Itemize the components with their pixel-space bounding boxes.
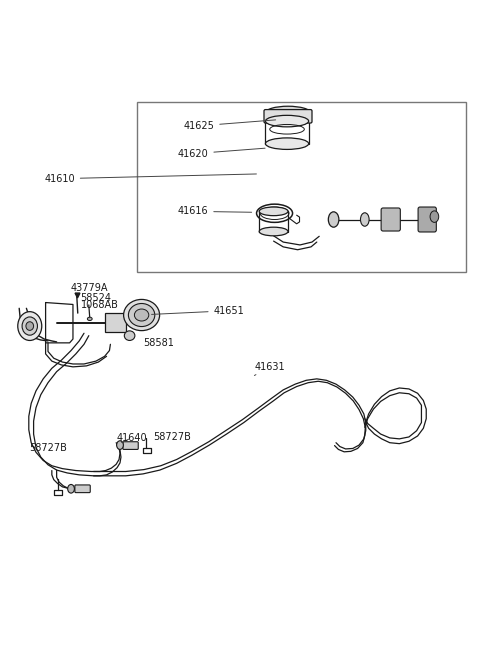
Ellipse shape	[265, 115, 309, 127]
FancyBboxPatch shape	[123, 441, 138, 449]
Text: 58581: 58581	[143, 339, 174, 348]
Ellipse shape	[328, 212, 339, 227]
Ellipse shape	[26, 322, 34, 330]
Ellipse shape	[22, 317, 37, 335]
FancyBboxPatch shape	[75, 485, 90, 493]
Ellipse shape	[259, 207, 288, 215]
Text: 41616: 41616	[178, 206, 252, 216]
Text: 41651: 41651	[152, 306, 244, 316]
Text: 41625: 41625	[183, 120, 276, 131]
Bar	[105, 313, 126, 332]
Ellipse shape	[134, 309, 149, 321]
Ellipse shape	[124, 299, 159, 331]
FancyBboxPatch shape	[418, 207, 436, 232]
Ellipse shape	[18, 312, 42, 341]
Ellipse shape	[87, 317, 92, 320]
Text: 43779A: 43779A	[71, 283, 108, 293]
Ellipse shape	[259, 227, 288, 236]
Ellipse shape	[265, 106, 311, 120]
Ellipse shape	[117, 441, 123, 449]
Ellipse shape	[360, 213, 369, 226]
Text: 41631: 41631	[254, 362, 285, 375]
Bar	[137, 102, 466, 272]
FancyBboxPatch shape	[381, 208, 400, 231]
Text: 1068AB: 1068AB	[81, 301, 119, 310]
Text: 41610: 41610	[44, 174, 256, 183]
Ellipse shape	[430, 211, 439, 223]
Ellipse shape	[265, 138, 309, 149]
Text: 58727B: 58727B	[154, 432, 192, 442]
Text: 58727B: 58727B	[29, 443, 67, 453]
Ellipse shape	[68, 485, 74, 493]
Ellipse shape	[124, 331, 135, 341]
Text: 41620: 41620	[178, 148, 265, 159]
Text: 58524: 58524	[81, 293, 112, 303]
Ellipse shape	[128, 303, 155, 327]
FancyBboxPatch shape	[264, 109, 312, 123]
Text: 41640: 41640	[116, 433, 147, 443]
